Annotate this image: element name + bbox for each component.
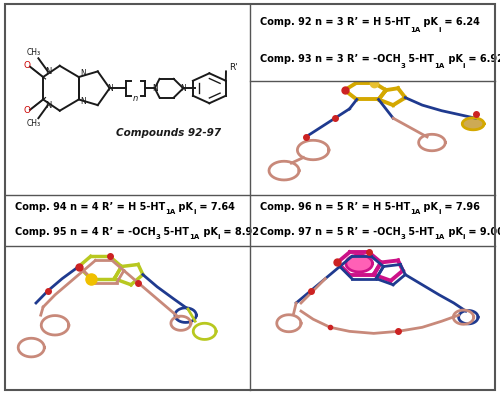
Text: 5-HT: 5-HT [160,227,189,237]
Text: 5-HT: 5-HT [406,227,434,237]
Text: N: N [180,84,186,93]
Text: pK: pK [200,227,218,237]
Polygon shape [346,255,372,272]
Text: Compounds 92-97: Compounds 92-97 [116,128,222,138]
Text: Comp. 96 n = 5 R’ = H 5-HT: Comp. 96 n = 5 R’ = H 5-HT [260,203,410,212]
Text: pK: pK [420,17,438,28]
Text: O: O [23,106,30,115]
Text: Comp. 97 n = 5 R’ = -OCH: Comp. 97 n = 5 R’ = -OCH [260,227,400,237]
Text: i: i [462,63,465,69]
Text: = 9.00: = 9.00 [465,227,500,237]
Text: 1A: 1A [410,210,420,216]
Text: pK: pK [444,227,462,237]
Text: 1A: 1A [434,63,444,69]
Text: CH₃: CH₃ [26,119,40,128]
Text: pK: pK [444,54,462,63]
Text: i: i [193,210,196,216]
Text: i: i [462,234,465,240]
Text: 1A: 1A [189,234,200,240]
Text: Comp. 94 n = 4 R’ = H 5-HT: Comp. 94 n = 4 R’ = H 5-HT [14,203,165,212]
Text: Comp. 92 n = 3 R’ = H 5-HT: Comp. 92 n = 3 R’ = H 5-HT [260,17,410,28]
Text: Comp. 93 n = 3 R’ = -OCH: Comp. 93 n = 3 R’ = -OCH [260,54,400,63]
Text: 3: 3 [400,63,406,69]
Text: 1A: 1A [410,27,420,33]
Text: = 7.96: = 7.96 [441,203,480,212]
Text: Comp. 95 n = 4 R’ = -OCH: Comp. 95 n = 4 R’ = -OCH [14,227,156,237]
Text: N: N [152,84,158,93]
Text: 5-HT: 5-HT [406,54,434,63]
Text: 3: 3 [400,234,406,240]
Text: = 6.92: = 6.92 [465,54,500,63]
Text: O: O [23,61,30,70]
Text: n: n [133,94,138,103]
Text: i: i [218,234,220,240]
Text: 1A: 1A [434,234,444,240]
Text: = 7.64: = 7.64 [196,203,234,212]
Text: pK: pK [175,203,193,212]
Text: N: N [80,69,86,78]
Text: = 8.92: = 8.92 [220,227,259,237]
Text: N: N [107,84,112,93]
Polygon shape [462,118,484,130]
Text: = 6.24: = 6.24 [441,17,480,28]
Text: N: N [44,100,51,110]
Text: i: i [438,27,441,33]
Text: N: N [80,97,86,106]
Text: R': R' [229,63,237,72]
Text: CH₃: CH₃ [26,48,40,57]
Text: i: i [438,210,441,216]
Text: N: N [44,67,51,76]
Text: 1A: 1A [165,210,175,216]
Text: pK: pK [420,203,438,212]
Text: 3: 3 [156,234,160,240]
